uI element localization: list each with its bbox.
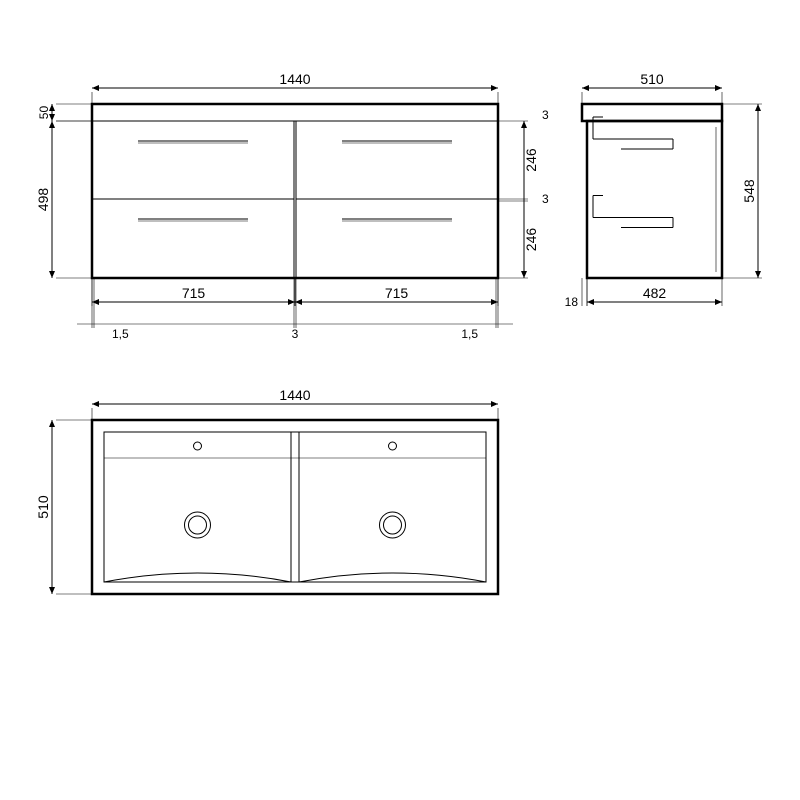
- svg-text:1,5: 1,5: [112, 327, 129, 341]
- svg-text:3: 3: [542, 108, 549, 122]
- svg-text:246: 246: [523, 148, 539, 172]
- svg-text:498: 498: [35, 188, 51, 212]
- svg-text:3: 3: [542, 192, 549, 206]
- front-elevation: 1440 50 498 715 715 1,5 3 1,5 246 246 3 3: [35, 71, 549, 341]
- svg-text:548: 548: [741, 179, 757, 203]
- svg-text:3: 3: [292, 327, 299, 341]
- top-plan: 1440 510: [35, 387, 498, 594]
- svg-text:1440: 1440: [279, 387, 310, 403]
- svg-text:1440: 1440: [279, 71, 310, 87]
- svg-text:18: 18: [565, 295, 579, 309]
- svg-text:50: 50: [37, 106, 51, 120]
- side-elevation: 510 548 482 18: [565, 71, 762, 309]
- svg-text:510: 510: [35, 495, 51, 519]
- svg-text:482: 482: [643, 285, 667, 301]
- svg-text:1,5: 1,5: [461, 327, 478, 341]
- svg-text:715: 715: [182, 285, 206, 301]
- svg-text:510: 510: [640, 71, 664, 87]
- svg-text:246: 246: [523, 228, 539, 252]
- svg-text:715: 715: [385, 285, 409, 301]
